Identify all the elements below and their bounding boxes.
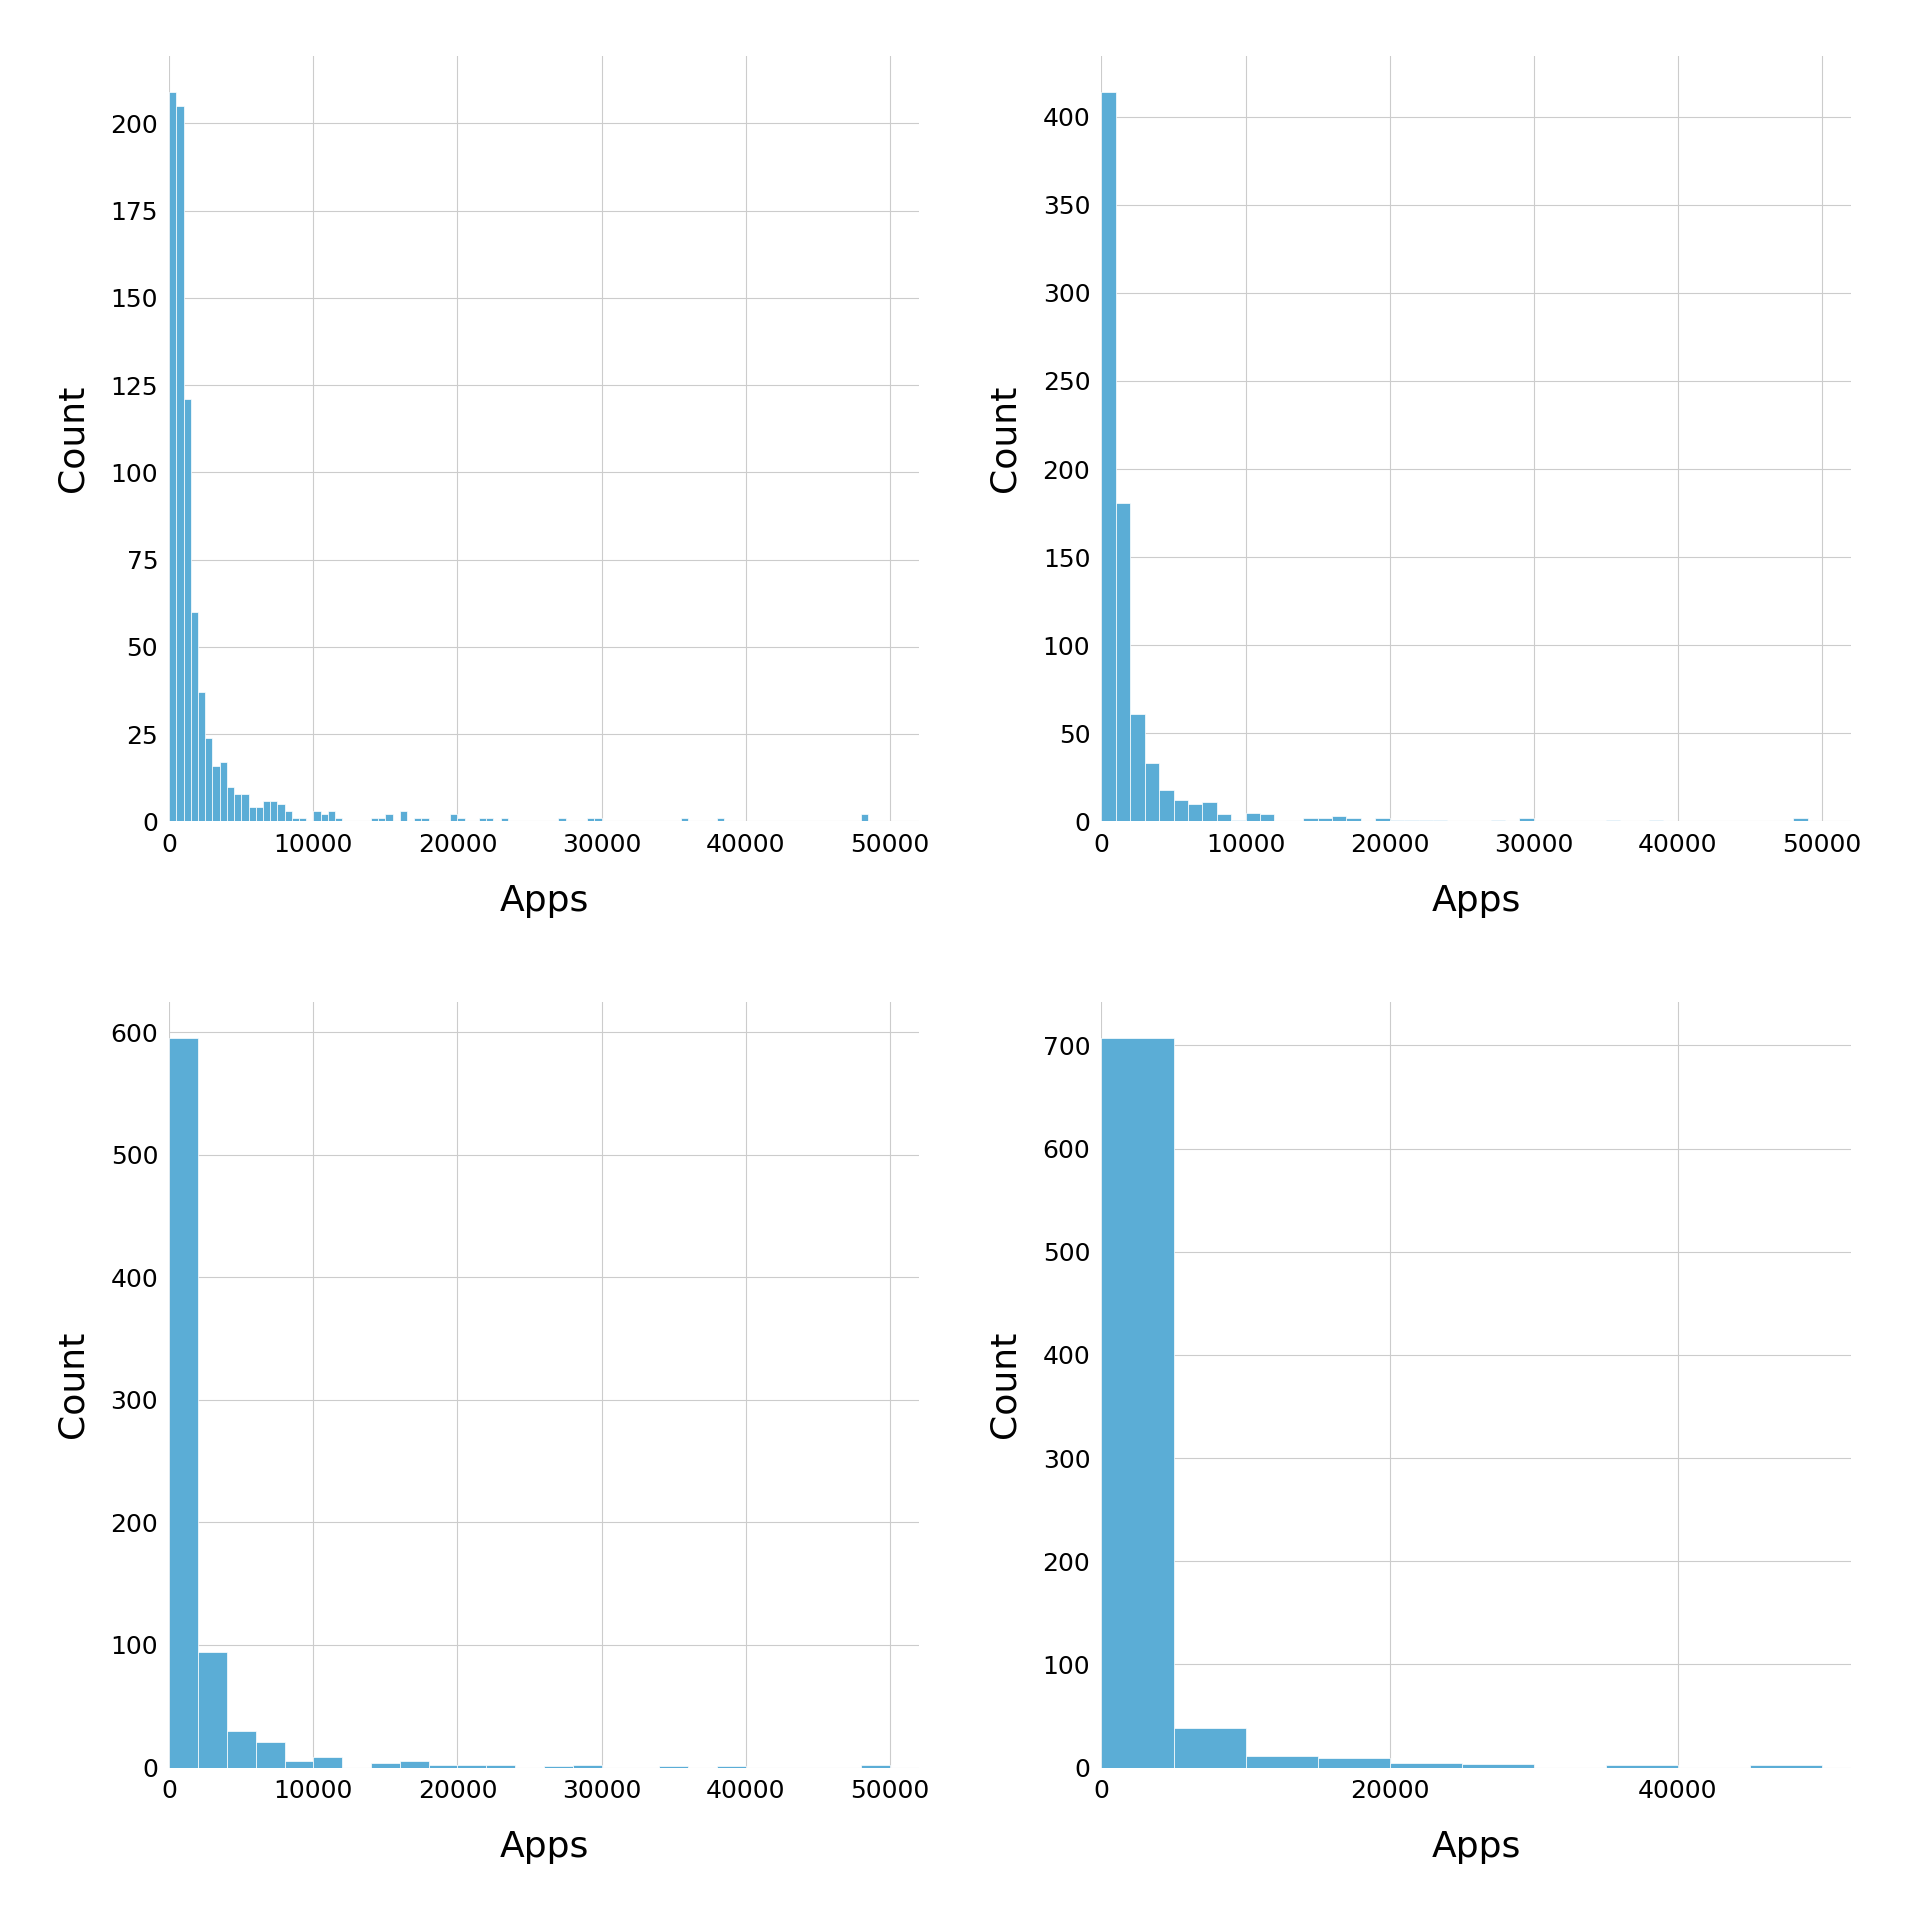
Bar [1144,764,1160,822]
Bar [1793,818,1807,822]
X-axis label: Apps: Apps [499,1830,589,1864]
Bar [386,814,392,822]
Bar [227,787,234,822]
Bar [1317,1759,1390,1768]
Bar [1160,789,1173,822]
Bar [457,1764,486,1768]
Bar [1116,503,1131,822]
Bar [682,818,687,822]
Bar [480,818,486,822]
Bar [486,1764,515,1768]
Bar [1217,814,1231,822]
Bar [177,106,184,822]
Bar [399,1761,428,1768]
Bar [1202,803,1217,822]
Bar [1390,1763,1461,1768]
Bar [248,808,255,822]
Bar [1131,714,1144,822]
Bar [313,810,321,822]
Bar [486,818,493,822]
Y-axis label: Count: Count [987,1331,1021,1438]
Y-axis label: Count: Count [56,1331,90,1438]
Bar [1461,1764,1534,1768]
Bar [371,818,378,822]
Bar [284,810,292,822]
Bar [1749,1766,1822,1768]
Bar [860,814,868,822]
Bar [169,92,177,822]
Bar [328,810,334,822]
Bar [300,818,305,822]
Bar [595,818,601,822]
Y-axis label: Count: Count [56,384,90,492]
Bar [572,1764,601,1768]
Bar [321,814,328,822]
Bar [227,1730,255,1768]
Bar [219,762,227,822]
Bar [205,737,213,822]
Bar [276,804,284,822]
Bar [313,1757,342,1768]
Bar [716,818,724,822]
Bar [1519,818,1534,822]
Bar [588,818,595,822]
Bar [284,1761,313,1768]
Bar [1246,812,1260,822]
Bar [1346,818,1361,822]
Bar [1332,816,1346,822]
Bar [399,810,407,822]
Bar [1102,92,1116,822]
Bar [1188,804,1202,822]
Bar [559,818,566,822]
Bar [1260,814,1275,822]
Bar [457,818,465,822]
Bar [860,1764,889,1768]
Bar [190,612,198,822]
Bar [1375,818,1390,822]
Bar [420,818,428,822]
Y-axis label: Count: Count [987,384,1021,492]
X-axis label: Apps: Apps [1432,885,1521,918]
X-axis label: Apps: Apps [1432,1830,1521,1864]
Bar [184,399,190,822]
Bar [1173,1728,1246,1768]
Bar [1102,1039,1173,1768]
Bar [1317,818,1332,822]
Bar [271,801,276,822]
Bar [255,808,263,822]
Bar [242,793,248,822]
Bar [234,793,242,822]
Bar [263,801,271,822]
Bar [198,693,205,822]
Bar [198,1653,227,1768]
Bar [415,818,420,822]
Bar [501,818,509,822]
Bar [378,818,386,822]
Bar [255,1741,284,1768]
Bar [213,766,219,822]
Bar [169,1039,198,1768]
Bar [1304,818,1317,822]
X-axis label: Apps: Apps [499,885,589,918]
Bar [371,1763,399,1768]
Bar [334,818,342,822]
Bar [451,814,457,822]
Bar [292,818,300,822]
Bar [428,1764,457,1768]
Bar [1605,1766,1678,1768]
Bar [1246,1757,1317,1768]
Bar [1173,801,1188,822]
